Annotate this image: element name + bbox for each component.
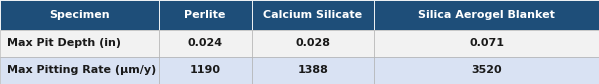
Text: 0.024: 0.024 [187,38,223,48]
Text: 1190: 1190 [190,65,220,75]
Bar [0,57,159,84]
Bar [374,0,599,30]
Text: Calcium Silicate: Calcium Silicate [264,10,362,20]
Bar [159,30,252,57]
Bar [0,0,159,30]
Text: Perlite: Perlite [184,10,226,20]
Text: 0.028: 0.028 [295,38,331,48]
Text: 0.071: 0.071 [469,38,504,48]
Bar [159,0,252,30]
Text: Specimen: Specimen [49,10,110,20]
Bar [374,57,599,84]
Text: 1388: 1388 [298,65,328,75]
Bar [0,30,159,57]
Text: Max Pit Depth (in): Max Pit Depth (in) [7,38,121,48]
Bar [252,0,374,30]
Text: Silica Aerogel Blanket: Silica Aerogel Blanket [418,10,555,20]
Text: 3520: 3520 [471,65,502,75]
Bar [374,30,599,57]
Text: Max Pitting Rate (μm/y): Max Pitting Rate (μm/y) [7,65,156,75]
Bar [252,57,374,84]
Bar [252,30,374,57]
Bar [159,57,252,84]
